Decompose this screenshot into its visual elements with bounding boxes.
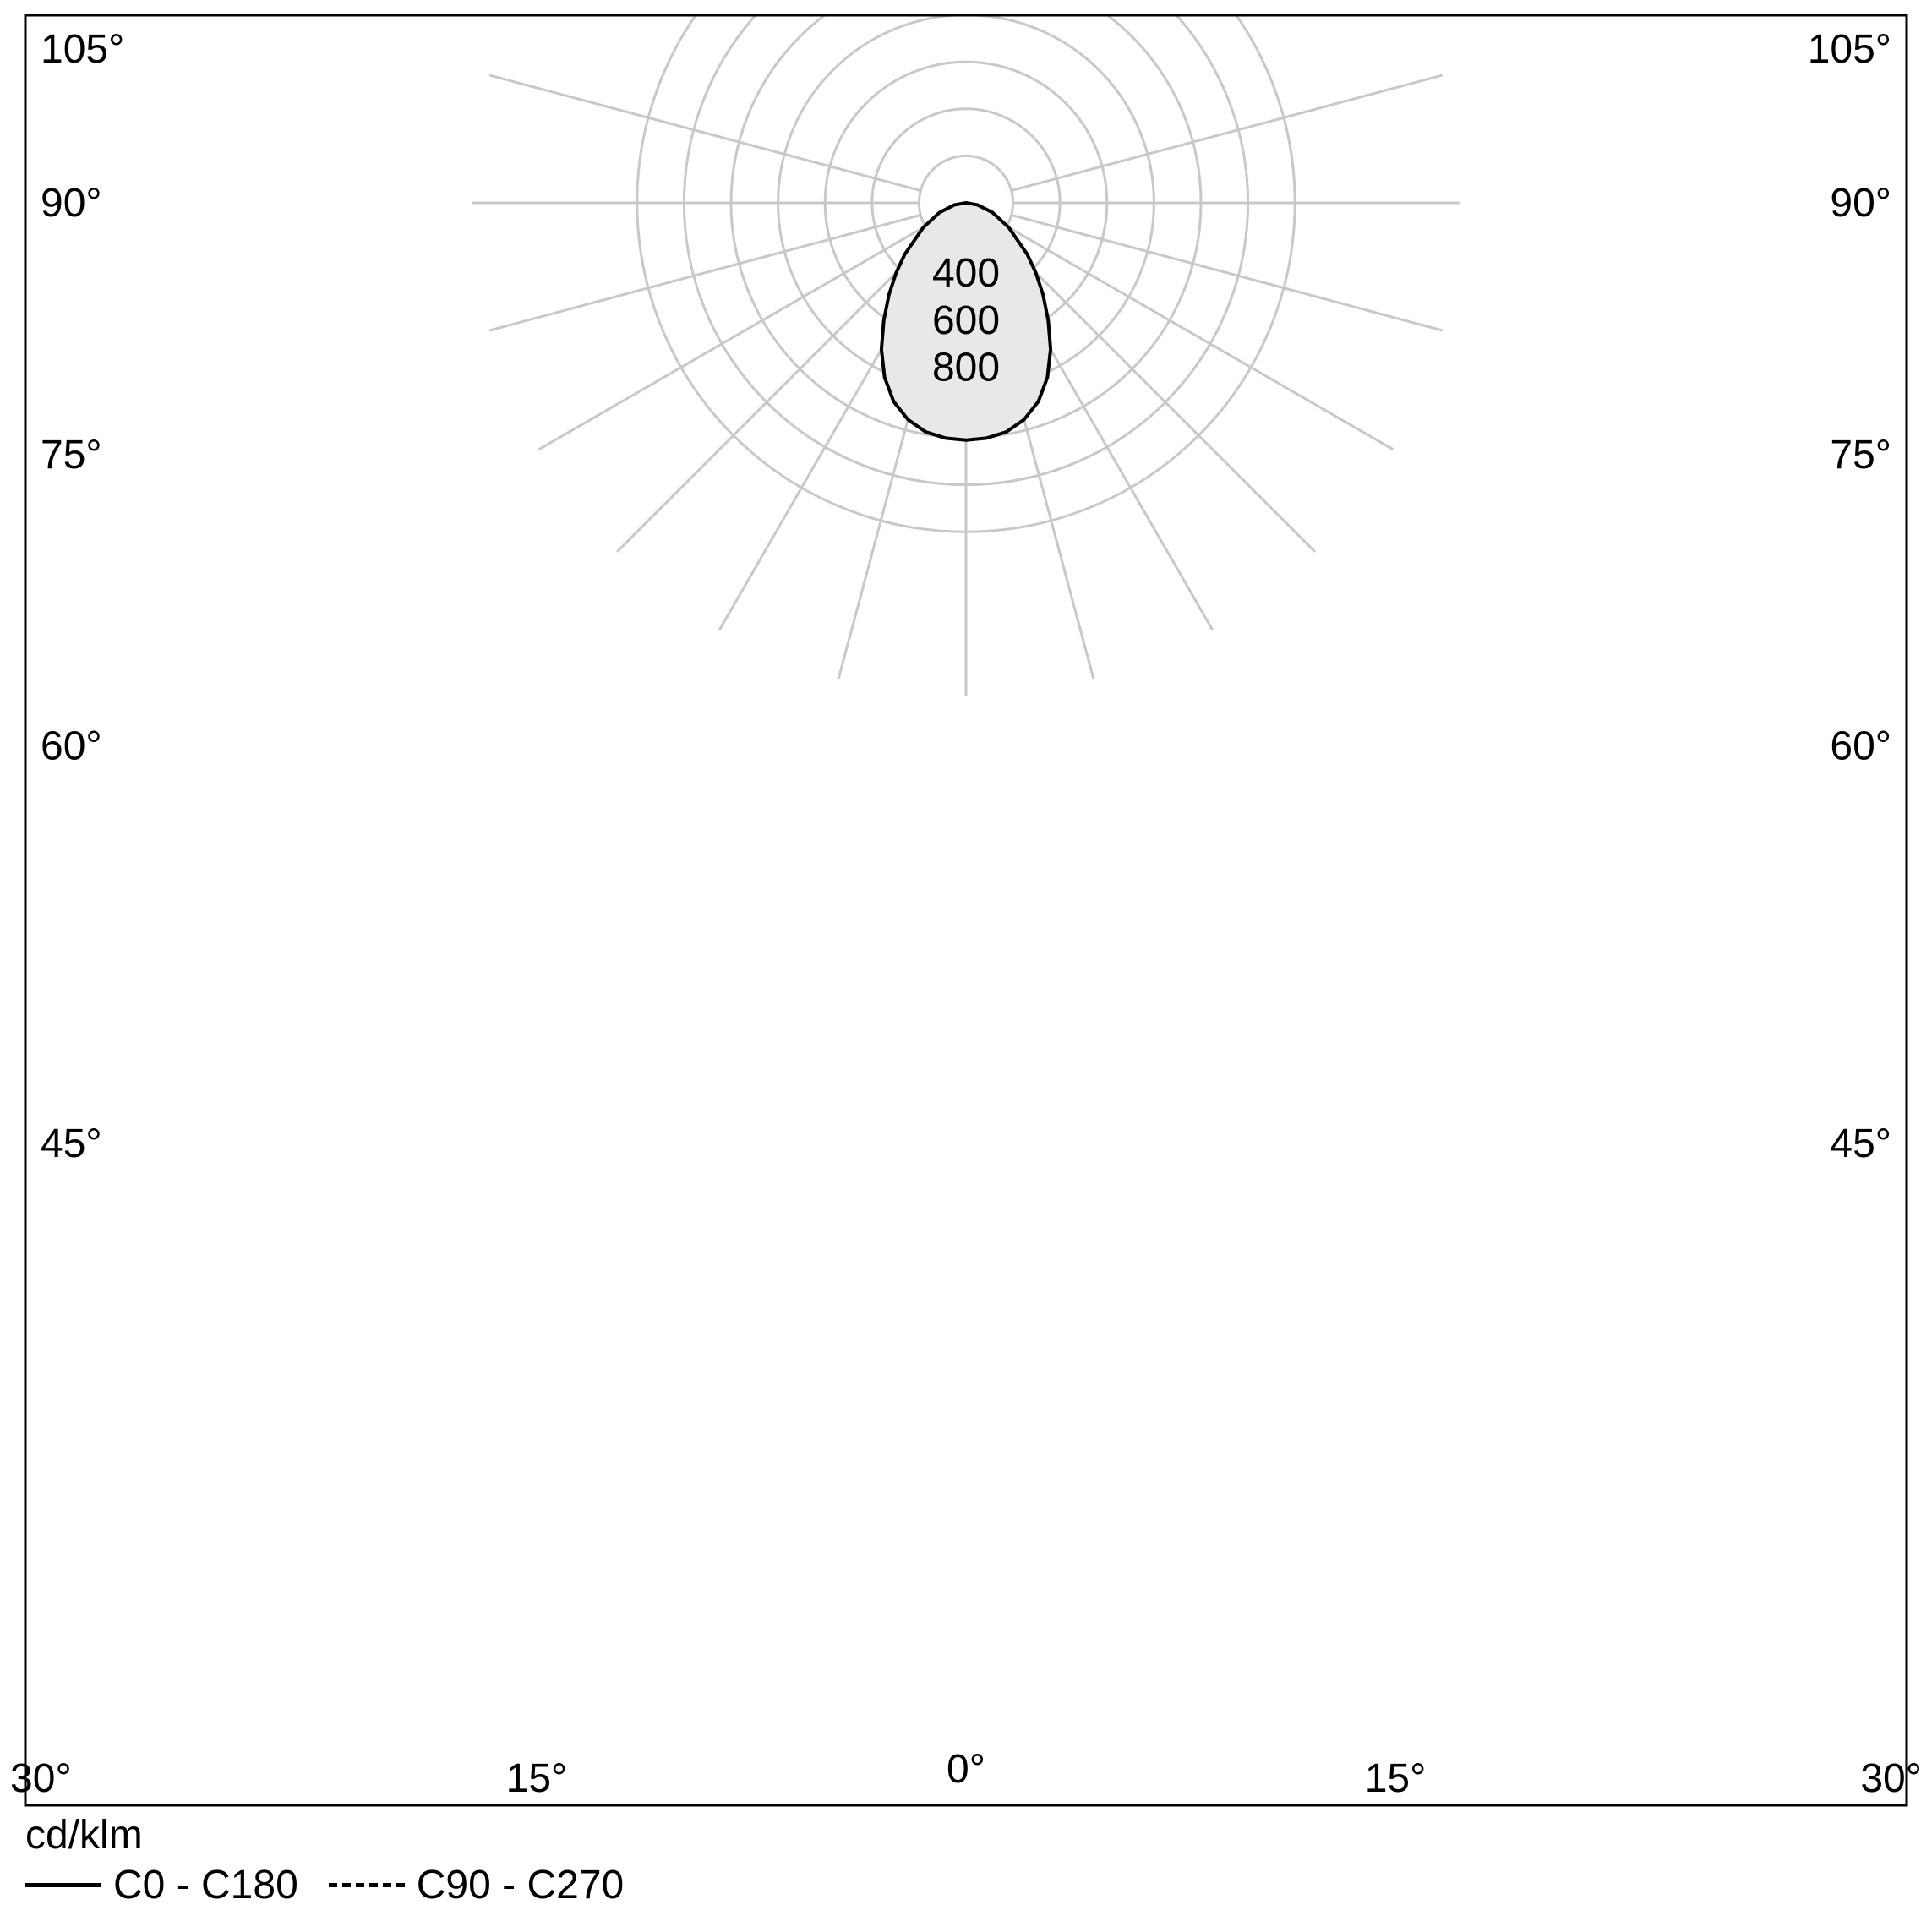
svg-text:105°: 105° [41,27,124,72]
legend-item-c90: C90 - C270 [329,1862,624,1908]
legend-swatch-solid-icon [25,1883,101,1887]
svg-text:45°: 45° [41,1122,102,1166]
svg-text:45°: 45° [1830,1122,1891,1166]
svg-text:600: 600 [932,298,1000,343]
polar-chart: 400600800 105° 105° 90° 90° 75° 75° 60° 60° 45° 45… [0,0,1932,1932]
svg-text:800: 800 [932,345,1000,390]
svg-text:105°: 105° [1808,27,1891,72]
svg-text:30°: 30° [10,1756,72,1801]
svg-text:400: 400 [932,251,1000,296]
svg-text:90°: 90° [1830,181,1891,226]
svg-text:60°: 60° [41,724,102,769]
legend-label-c0: C0 - C180 [113,1862,298,1908]
legend-row: C0 - C180 C90 - C270 [25,1862,624,1908]
svg-text:90°: 90° [41,181,102,226]
legend-label-c90: C90 - C270 [417,1862,624,1908]
svg-text:75°: 75° [1830,433,1891,478]
legend-item-c0: C0 - C180 [25,1862,298,1908]
legend-unit: cd/klm [25,1812,624,1858]
legend-swatch-dashed-icon [329,1883,405,1887]
svg-text:15°: 15° [1365,1756,1427,1801]
svg-text:60°: 60° [1830,724,1891,769]
svg-text:30°: 30° [1860,1756,1922,1801]
legend: cd/klm C0 - C180 C90 - C270 [25,1812,624,1908]
svg-text:15°: 15° [506,1756,568,1801]
svg-text:0°: 0° [947,1747,985,1792]
chart-container: 400600800 105° 105° 90° 90° 75° 75° 60° 60° 45° 45… [0,0,1932,1932]
svg-text:75°: 75° [41,433,102,478]
